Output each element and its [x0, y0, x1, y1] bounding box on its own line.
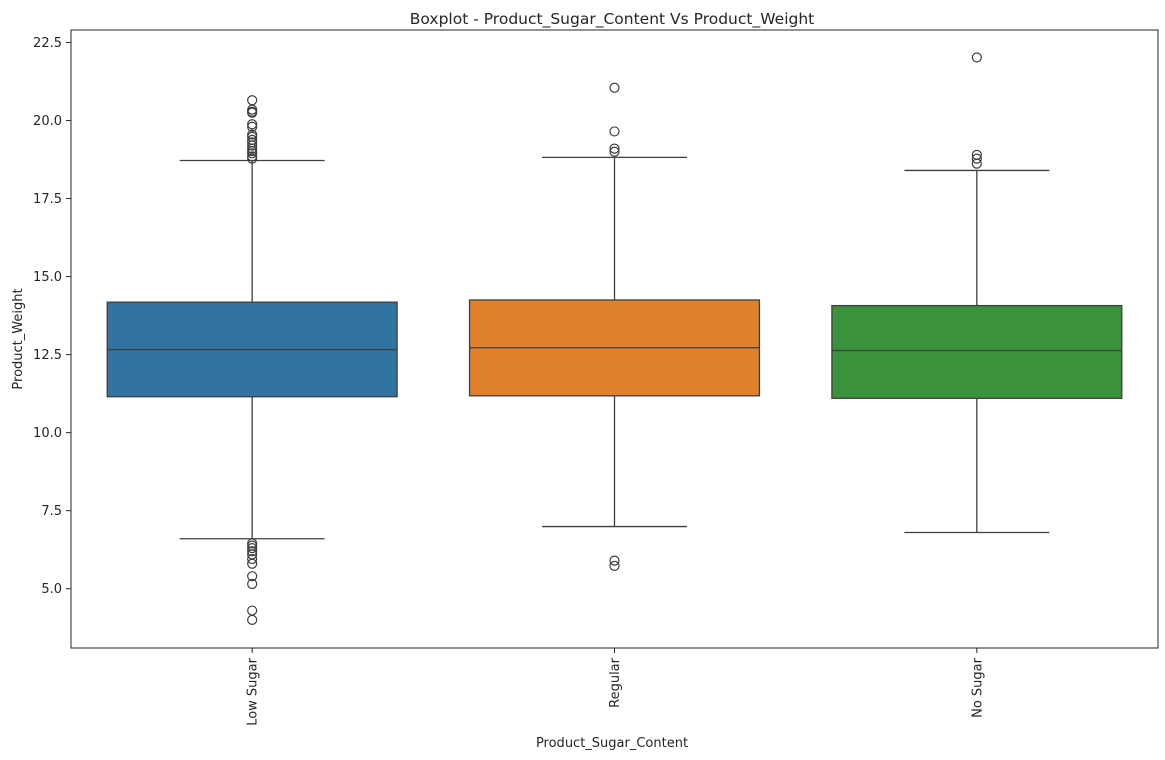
outlier-point — [247, 543, 258, 554]
outlier-point — [247, 558, 258, 569]
outlier-point — [609, 555, 620, 566]
outlier-point — [247, 121, 258, 132]
box-no-sugar — [831, 52, 1123, 534]
y-tick-label: 7.5 — [41, 504, 62, 519]
x-tick-label: Regular — [608, 657, 623, 708]
outlier-point — [247, 107, 258, 118]
outlier-point — [609, 126, 620, 137]
y-tick-label: 10.0 — [33, 426, 62, 441]
outlier-point — [247, 148, 258, 159]
y-tick-label: 20.0 — [33, 114, 62, 129]
x-tick-label: No Sugar — [970, 657, 985, 718]
outlier-point — [247, 140, 258, 151]
outlier-point — [247, 119, 258, 130]
outlier-point — [247, 553, 258, 565]
y-tick-label: 12.5 — [33, 348, 62, 363]
outlier-point — [247, 605, 258, 616]
outlier-point — [971, 158, 982, 169]
outlier-point — [247, 143, 258, 154]
outlier-point — [971, 52, 982, 63]
x-axis-label: Product_Sugar_Content — [536, 736, 688, 751]
box-iqr — [831, 304, 1123, 399]
y-tick-label: 22.5 — [33, 36, 62, 51]
outlier-point — [609, 146, 620, 157]
y-tick-label: 5.0 — [41, 582, 62, 597]
boxes-group — [106, 52, 1123, 626]
y-tick-label: 17.5 — [33, 192, 62, 207]
outlier-point — [247, 571, 258, 582]
x-axis: Low Sugar Regular No Sugar — [246, 648, 985, 726]
box-regular — [468, 82, 761, 572]
outlier-point — [247, 578, 258, 590]
outlier-point — [609, 82, 620, 93]
outlier-point — [609, 560, 620, 572]
outlier-point — [247, 614, 258, 626]
x-tick-label: Low Sugar — [246, 657, 261, 725]
outlier-point — [609, 143, 620, 154]
y-axis-label: Product_Weight — [11, 288, 26, 389]
outlier-point — [247, 95, 258, 106]
outlier-point — [247, 153, 258, 164]
y-axis: 5.0 7.5 10.0 12.5 15.0 17.5 20.0 22.5 — [33, 36, 71, 597]
chart-title: Boxplot - Product_Sugar_Content Vs Produ… — [410, 10, 814, 29]
box-low-sugar — [106, 95, 398, 626]
outlier-point — [247, 546, 258, 557]
outlier-point — [971, 153, 982, 164]
y-tick-label: 15.0 — [33, 270, 62, 285]
